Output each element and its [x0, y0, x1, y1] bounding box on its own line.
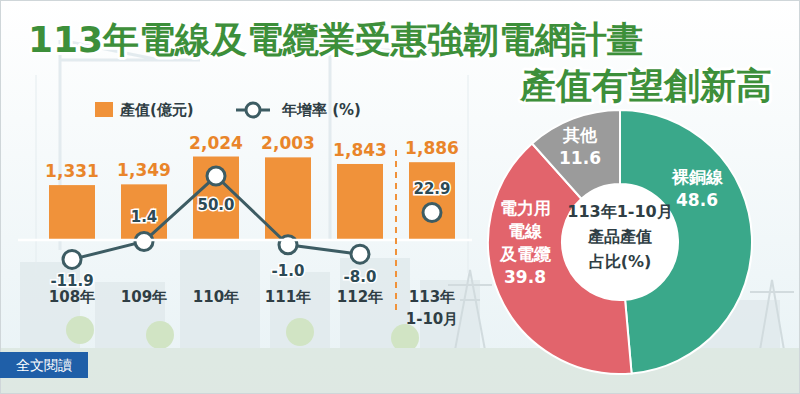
text-line: 110年 — [193, 288, 239, 306]
tree — [286, 318, 314, 346]
bar — [409, 162, 455, 240]
text-line: 112年 — [337, 288, 383, 306]
period-divider — [395, 150, 397, 312]
growth-marker — [351, 245, 369, 263]
category-label: 113年 1-10月 — [406, 288, 459, 328]
crane — [330, 30, 470, 240]
text-line: 111年 — [265, 288, 311, 306]
text-line: 電力用 — [500, 198, 551, 218]
legend-swatch — [95, 102, 113, 117]
growth-marker — [135, 232, 153, 250]
text-line: 109年 — [121, 288, 167, 306]
growth-marker — [279, 236, 297, 254]
bar — [337, 164, 383, 240]
bar-label: 1,349 — [117, 160, 171, 180]
legend-label: 年增率 (%) — [281, 101, 361, 119]
building — [180, 250, 260, 350]
bar-label: 1,843 — [333, 140, 387, 160]
category-label: 109年 — [121, 288, 167, 306]
infographic: 113年電線及電纜業受惠強韌電網計畫產值有望創新高 1,331 1,349 2,024… — [0, 0, 800, 394]
background — [0, 0, 800, 394]
text-line: 裸銅線 — [671, 167, 724, 187]
slice-value: 48.6 — [676, 190, 718, 210]
tree — [391, 324, 419, 352]
tree — [66, 316, 94, 344]
growth-label: -1.0 — [272, 262, 305, 280]
tree — [146, 321, 174, 349]
legend-label: 產值(億元) — [119, 101, 194, 119]
text-line: 113年1-10月 — [567, 202, 672, 221]
growth-marker — [63, 250, 81, 268]
text-line: 電線 — [508, 221, 543, 241]
title: 113年電線及電纜業受惠強韌電網計畫 — [28, 19, 643, 60]
bar-label: 1,331 — [45, 161, 99, 181]
text-line: 113年 — [409, 288, 455, 306]
donut-hole — [562, 184, 678, 300]
text-line: 1-10月 — [406, 310, 459, 328]
bar-label: 1,886 — [405, 138, 459, 158]
donut-title: 113年1-10月產品產值占比(%) — [567, 202, 672, 271]
text-line: 及電纜 — [499, 244, 552, 264]
growth-label: -8.0 — [344, 268, 377, 286]
tower — [750, 280, 794, 350]
growth-marker — [423, 204, 441, 222]
frame — [1, 1, 800, 394]
slice-label: 其他 — [562, 125, 598, 145]
slice-label: 裸銅線 — [671, 167, 724, 187]
scenery — [0, 30, 800, 394]
text-line: 占比(%) — [589, 252, 652, 271]
growth-label: 50.0 — [197, 196, 234, 214]
growth-line — [72, 176, 360, 259]
read-more-button[interactable] — [0, 352, 88, 378]
slice-value: 11.6 — [559, 148, 601, 168]
category-label: 111年 — [265, 288, 311, 306]
baseline — [18, 239, 472, 242]
building — [270, 272, 330, 352]
growth-label: 22.9 — [413, 180, 450, 198]
donut-slice — [532, 110, 620, 199]
y-axis — [36, 75, 37, 273]
bar — [49, 185, 95, 240]
bar-label: 2,003 — [261, 133, 315, 153]
growth-label: 1.4 — [131, 208, 158, 226]
slice-label: 電力用電線及電纜 — [499, 198, 552, 264]
title: 產值有望創新高 — [519, 65, 772, 106]
category-label: 110年 — [193, 288, 239, 306]
read-more-label[interactable]: 全文閱讀 — [16, 357, 72, 373]
bar — [193, 157, 239, 240]
slice-value: 39.8 — [504, 267, 546, 287]
category-label: 112年 — [337, 288, 383, 306]
text-line: 108年 — [49, 288, 95, 306]
plot-marks — [49, 157, 455, 269]
y2-axis — [468, 75, 469, 273]
category-label: 108年 — [49, 288, 95, 306]
donut — [488, 110, 752, 374]
legend-swatch — [246, 103, 260, 117]
bar-label: 2,024 — [189, 133, 243, 153]
text-line: 產品產值 — [587, 227, 652, 246]
growth-marker — [207, 167, 225, 185]
text-line: 其他 — [562, 125, 598, 145]
